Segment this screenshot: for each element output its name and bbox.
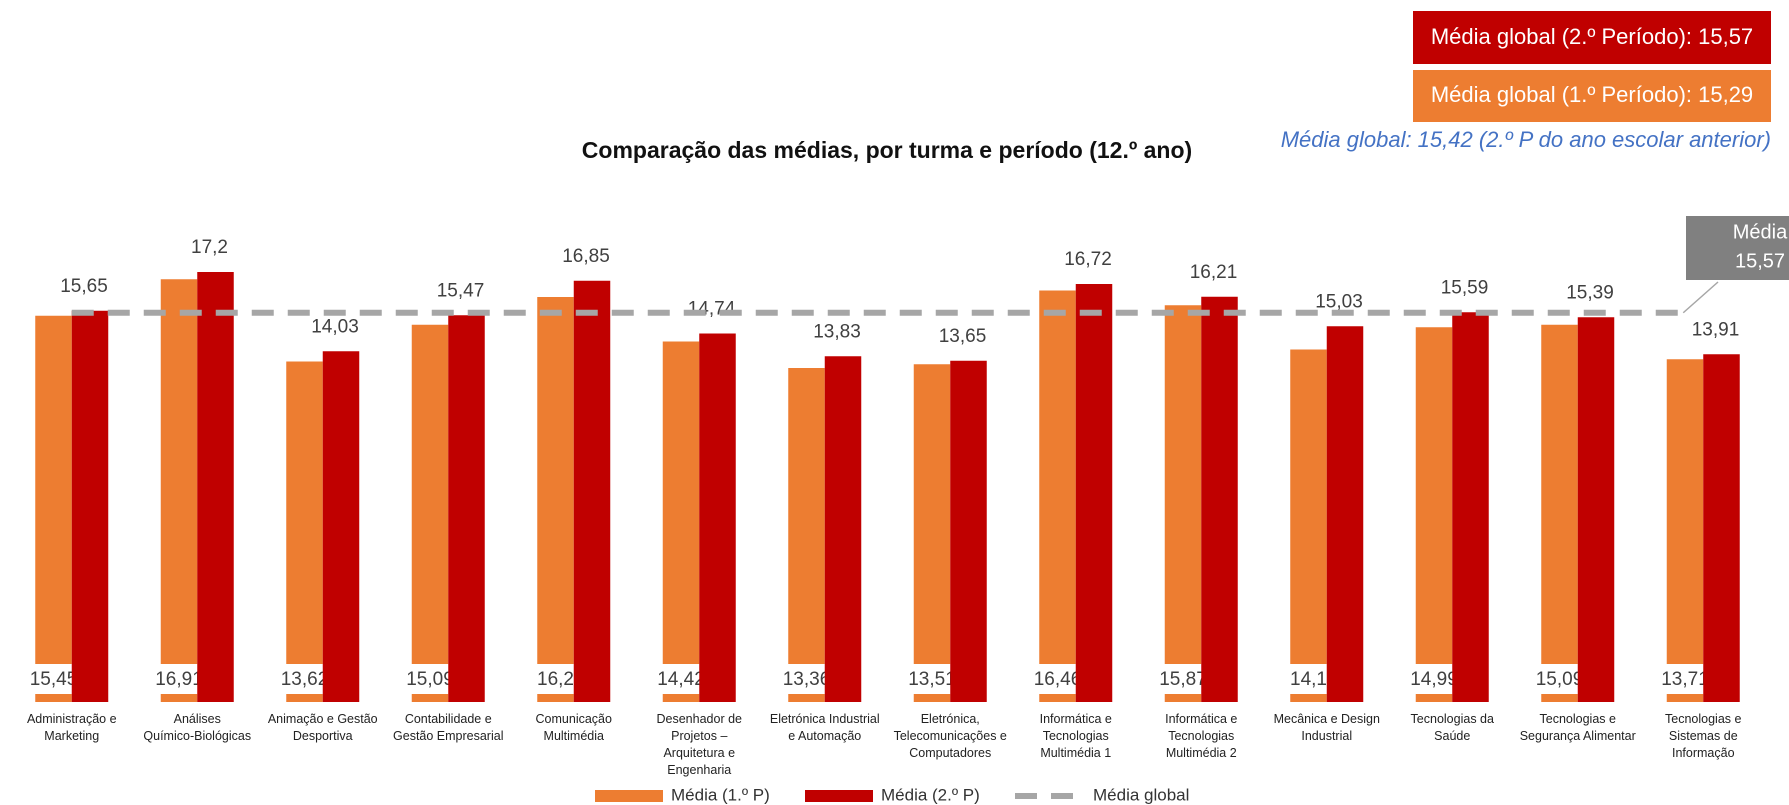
bar [1290,349,1327,702]
bar [537,297,574,702]
value-label: 15,47 [437,280,485,301]
reference-value-label: 15,57 [1735,250,1785,272]
x-tick-label: Contabilidade e Gestão Empresarial [393,712,503,743]
x-tick-label: Animação e Gestão Desportiva [268,712,378,743]
bar [1415,327,1453,702]
value-label: 15,09 [406,669,454,690]
legend-swatch [595,790,663,802]
value-label: 13,36 [783,669,831,690]
value-label: 15,59 [1441,277,1489,298]
annotation: Média global (1.º Período): 15,29 [1431,82,1753,107]
annotation-box [1413,11,1771,64]
bar [71,310,109,702]
bar [788,368,825,702]
x-tick-label: Desenhador de Projetos – Arquitetura e Enge… [657,712,743,777]
bar [1201,296,1238,702]
x-tick-label: Análises Químico-Biológicas [143,712,251,743]
value-label: 16,46 [1034,669,1082,690]
value-label: 13,91 [1692,319,1740,340]
value-label: 14,03 [311,316,359,337]
bar [160,279,198,702]
x-tick-label: Informática e Tecnologias Multimédia 1 [1040,712,1112,760]
x-tick-label: Informática e Tecnologias Multimédia 2 [1165,712,1237,760]
x-tick-label: Tecnologias e Sistemas de Informação [1665,712,1741,760]
bar [1164,305,1202,702]
annotation-box [1413,70,1771,122]
value-label: 14,74 [688,299,736,320]
value-label: 16,85 [562,246,610,267]
value-label: 16,21 [1190,262,1238,283]
bar [1703,354,1740,702]
value-label: 16,2 [537,669,574,690]
value-label: 13,71 [1661,669,1709,690]
bar [950,360,987,702]
bar [411,324,449,702]
bar [1039,290,1076,702]
x-tick-label: Mecânica e Design Industrial [1274,712,1380,743]
bar [35,315,72,702]
value-label: 15,65 [60,276,108,297]
bar [662,341,700,702]
bar [699,333,736,702]
value-label: 13,62 [281,669,329,690]
value-label: 14,42 [657,669,705,690]
value-label: 15,09 [1536,669,1584,690]
x-tick-label: Eletrónica Industrial e Automação [770,712,880,743]
value-label: 15,45 [30,669,78,690]
bar [1326,326,1364,702]
value-label: 14,1 [1290,669,1327,690]
value-label: 15,03 [1315,291,1363,312]
bar [1541,324,1578,702]
bar [197,272,234,702]
value-label: 17,2 [191,237,228,258]
x-tick-label: Tecnologias da Saúde [1411,712,1494,743]
value-label: 13,51 [908,669,956,690]
bar [1075,284,1113,702]
legend-label: Média (1.º P) [671,785,770,804]
bar [322,351,360,702]
bar [286,361,323,702]
x-tick-label: Tecnologias e Segurança Alimentar [1520,712,1636,743]
legend-label: Média (2.º P) [881,785,980,804]
bar [448,315,485,702]
bar [573,280,611,702]
annotation: Média global (2.º Período): 15,57 [1431,24,1753,49]
x-tick-label: Administração e Marketing [27,712,117,743]
leader-line [1682,281,1719,314]
chart-title: Comparação das médias, por turma e perío… [582,137,1192,163]
bar [824,356,862,702]
bar [1577,317,1615,702]
value-label: 14,99 [1410,669,1458,690]
value-label: 16,91 [155,669,203,690]
value-label: 16,72 [1064,249,1112,270]
bar [1452,312,1489,702]
x-tick-label: Eletrónica, Telecomunicações e Computadore… [894,712,1007,760]
reference-label-box [1686,216,1789,280]
legend-swatch [805,790,873,802]
legend-label: Média global [1093,785,1189,804]
reference-label: Média [1733,221,1788,243]
value-label: 15,87 [1159,669,1207,690]
value-label: 13,83 [813,321,861,342]
bar [913,364,951,702]
value-label: 13,65 [939,326,987,347]
x-tick-label: Comunicação Multimédia [536,712,612,743]
value-label: 15,39 [1566,282,1614,303]
annotation: Média global: 15,42 (2.º P do ano escola… [1281,127,1771,152]
bar [1666,359,1704,702]
